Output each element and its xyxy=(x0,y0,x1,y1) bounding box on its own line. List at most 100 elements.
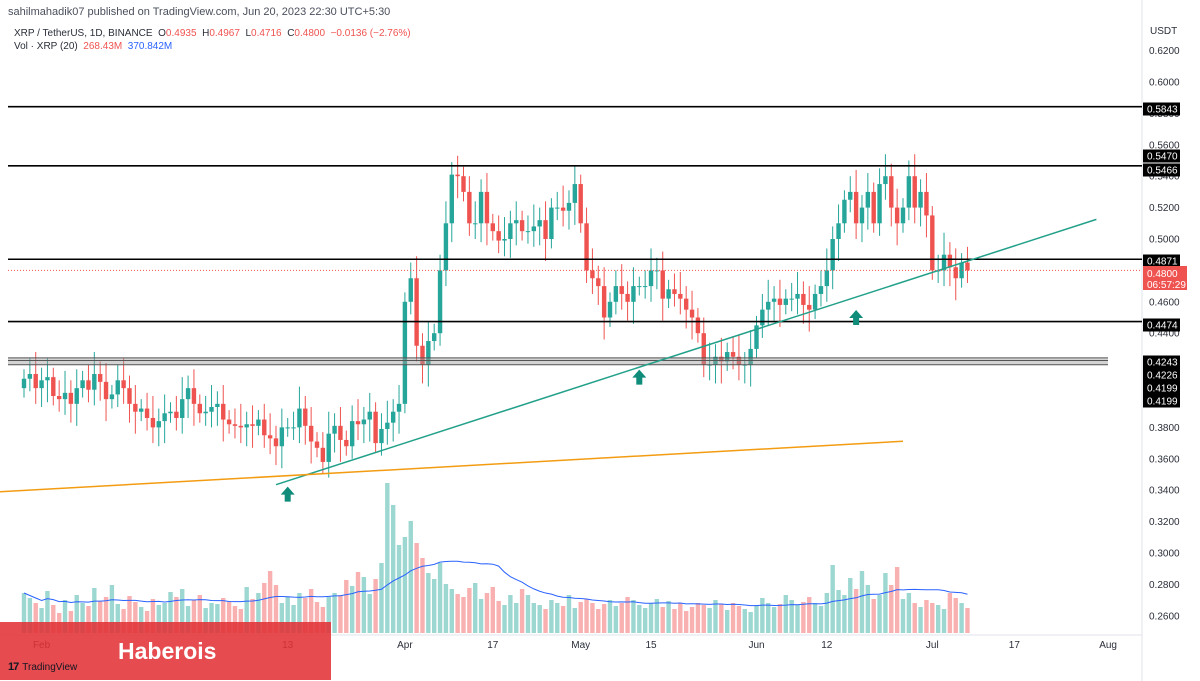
candle-body xyxy=(443,223,449,271)
volume-bar xyxy=(889,585,894,633)
candle-body xyxy=(361,419,367,425)
level-price-label: 0.5470 xyxy=(1147,152,1178,163)
level-price-tag xyxy=(1143,368,1180,382)
volume-bar xyxy=(789,600,794,633)
volume-bar xyxy=(86,606,91,633)
x-tick-label: 17 xyxy=(1009,640,1021,651)
x-tick-label: Jul xyxy=(926,640,939,651)
candle-body xyxy=(924,191,929,216)
volume-bar xyxy=(654,599,660,633)
candle-body xyxy=(109,394,115,400)
volume-bar xyxy=(133,602,138,633)
volume-bar xyxy=(877,595,882,633)
candle-body xyxy=(848,191,853,200)
candle-body xyxy=(830,239,835,271)
candle-body xyxy=(449,174,454,224)
volume-bar xyxy=(683,611,689,633)
candle-body xyxy=(326,433,331,462)
candle-body xyxy=(572,184,578,203)
volume-bar xyxy=(97,601,103,633)
candle-body xyxy=(789,298,794,300)
candle-body xyxy=(80,380,85,389)
tradingview-logo[interactable]: 17 TradingView xyxy=(8,661,77,673)
candle-body xyxy=(86,380,91,390)
level-price-label: 0.4226 xyxy=(1147,371,1178,382)
candle-body xyxy=(783,298,788,305)
volume-bar xyxy=(666,601,671,633)
level-price-tag xyxy=(1143,394,1180,408)
candle-body xyxy=(121,380,126,389)
volume-bar xyxy=(256,593,261,633)
volume-bar xyxy=(414,543,419,633)
volume-bar xyxy=(648,603,654,633)
volume-bar xyxy=(930,603,935,633)
candle-body xyxy=(730,352,736,357)
candle-body xyxy=(959,262,964,279)
volume-bar xyxy=(156,605,161,633)
x-tick-label: Jun xyxy=(748,640,764,651)
level-price-label: 0.4199 xyxy=(1147,397,1178,408)
volume-bar xyxy=(713,600,718,633)
volume-bar xyxy=(238,609,244,633)
candle-body xyxy=(203,411,208,414)
candle-body xyxy=(754,325,759,349)
volume-bar xyxy=(74,595,79,633)
volume-bar xyxy=(830,565,835,633)
volume-bar xyxy=(672,609,677,633)
level-price-label: 0.5843 xyxy=(1147,105,1178,116)
symbol-title[interactable]: XRP / TetherUS, 1D, BINANCE xyxy=(14,28,153,39)
candle-body xyxy=(818,286,824,294)
candle-body xyxy=(390,411,396,423)
candle-body xyxy=(953,267,958,279)
candle-body xyxy=(865,191,871,208)
candle-body xyxy=(191,388,197,404)
candle-body xyxy=(467,191,472,224)
candle-body xyxy=(596,278,601,287)
volume-bar xyxy=(250,599,255,633)
candle-body xyxy=(426,341,431,365)
candle-body xyxy=(965,262,970,271)
candle-body xyxy=(607,301,613,318)
volume-bar xyxy=(150,599,156,633)
volume-bar xyxy=(865,585,871,633)
volume-bar xyxy=(619,603,624,633)
volume-bar xyxy=(115,604,120,633)
volume-title[interactable]: Vol · XRP (20) xyxy=(14,41,78,52)
volume-bar xyxy=(836,590,841,633)
volume-bar xyxy=(918,607,923,633)
watermark-banner: Haberois xyxy=(0,622,331,680)
volume-bar xyxy=(900,599,906,633)
volume-bar xyxy=(818,606,824,633)
volume-bar xyxy=(871,599,876,633)
candle-body xyxy=(478,191,484,224)
candle-body xyxy=(320,447,326,462)
candle-body xyxy=(221,403,226,420)
candle-body xyxy=(619,286,624,294)
volume-bar xyxy=(408,521,413,633)
volume-bar xyxy=(226,602,232,633)
volume-bar xyxy=(467,588,472,633)
level-price-tag xyxy=(1143,254,1180,268)
volume-bar xyxy=(695,603,701,633)
volume-bar xyxy=(478,599,484,633)
volume-bar xyxy=(338,595,343,633)
volume-bar xyxy=(596,609,601,633)
volume-bar xyxy=(496,601,501,633)
candle-body xyxy=(62,392,68,400)
candle-body xyxy=(566,202,572,211)
volume-legend: Vol · XRP (20) 268.43M 370.842M xyxy=(14,41,172,52)
volume-bar xyxy=(783,595,788,633)
candle-body xyxy=(144,408,150,418)
volume-bar xyxy=(941,609,947,633)
volume-bar xyxy=(824,593,830,633)
support-arrow-icon xyxy=(632,369,647,385)
candle-body xyxy=(244,424,249,428)
volume-bar xyxy=(180,589,185,633)
high-value: 0.4967 xyxy=(209,28,240,39)
level-price-tag xyxy=(1143,355,1180,369)
close-value: 0.4800 xyxy=(294,28,326,39)
candle-body xyxy=(760,309,765,326)
level-price-tag xyxy=(1143,318,1180,332)
volume-bar xyxy=(906,593,912,633)
